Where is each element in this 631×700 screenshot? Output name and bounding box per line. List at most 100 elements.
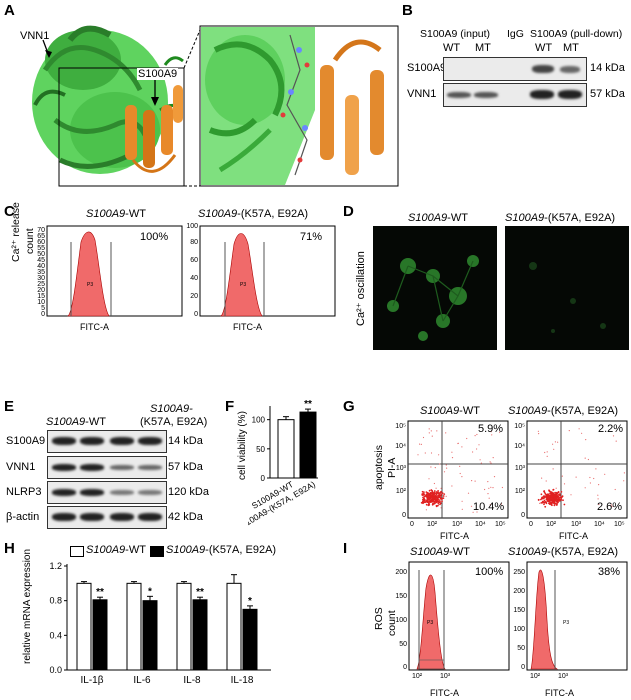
h-sig-label: * [248, 596, 252, 607]
c-title-2: S100A9-(K57A, E92A) [198, 208, 309, 220]
g-dot-plots: 0 10² 10³ 10⁴ 10⁵ 0 10² 10³ 10⁴ 10⁵ 0 10² 10³ 10⁴ 10… [395, 420, 628, 528]
g-top-right-1: 5.9% [478, 423, 504, 435]
h-y-tick-label: 1.2 [49, 561, 62, 571]
h-bar [176, 582, 192, 671]
i-xlabel-1: FITC-A [430, 688, 459, 698]
e-blot-s100a9 [47, 430, 167, 453]
e-row-label: VNN1 [6, 461, 36, 473]
f-ylabel: cell viability (%) [237, 411, 248, 480]
e-col-2-line-1: S100A9- [150, 403, 193, 415]
h-category-label: IL-1β [81, 675, 104, 686]
svg-text:10²: 10² [546, 521, 557, 528]
h-y-tick-label: 0.0 [49, 665, 62, 675]
svg-text:200: 200 [395, 569, 407, 576]
svg-text:10³: 10³ [452, 521, 463, 528]
d-title-2: S100A9-(K57A, E92A) [505, 212, 616, 224]
g-title-1: S100A9-WT [420, 405, 480, 417]
h-legend-mt: S100A9-(K57A, E92A) [166, 544, 277, 556]
svg-text:P3: P3 [563, 620, 569, 626]
svg-text:P3: P3 [427, 620, 433, 626]
f-bar [277, 419, 295, 479]
i-title-1: S100A9-WT [410, 546, 470, 558]
g-bottom-right-2: 2.6% [597, 501, 623, 513]
e-row-label: NLRP3 [6, 486, 42, 498]
b-lane-label: MT [475, 42, 491, 54]
svg-text:0: 0 [194, 311, 198, 318]
panel-label-d: D [343, 203, 354, 220]
svg-text:0: 0 [521, 512, 525, 519]
svg-text:P3: P3 [240, 282, 246, 288]
svg-text:200: 200 [513, 588, 525, 595]
d-ylabel: Ca²⁺ oscillation [355, 251, 367, 326]
e-row-label: S100A9 [6, 435, 46, 447]
panel-label-c: C [4, 203, 15, 220]
f-y-tick-label: 100 [252, 416, 266, 425]
b-group-pulldown: S100A9 (pull-down) [530, 28, 623, 40]
svg-text:100: 100 [513, 626, 525, 633]
svg-text:10⁵: 10⁵ [495, 521, 506, 528]
g-xlabel-1: FITC-A [440, 531, 469, 541]
h-bar [92, 599, 108, 671]
svg-text:60: 60 [37, 239, 45, 246]
h-category-label: IL-18 [231, 675, 254, 686]
h-bar [192, 599, 208, 671]
svg-text:45: 45 [37, 257, 45, 264]
svg-text:10³: 10³ [396, 465, 407, 472]
svg-text:20: 20 [190, 293, 198, 300]
svg-text:40: 40 [190, 275, 198, 282]
svg-text:0: 0 [410, 521, 414, 528]
h-bar [126, 582, 142, 671]
svg-text:10⁴: 10⁴ [594, 521, 605, 528]
svg-text:40: 40 [37, 263, 45, 270]
e-size-label: 57 kDa [168, 461, 203, 473]
h-sig-label: ** [96, 587, 104, 598]
f-y-tick-label: 0 [261, 474, 266, 483]
svg-text:10²: 10² [515, 488, 526, 495]
protein-structure-image [32, 25, 399, 187]
svg-text:0: 0 [521, 664, 525, 671]
svg-text:0: 0 [529, 521, 533, 528]
svg-text:65: 65 [37, 233, 45, 240]
svg-text:10²: 10² [412, 673, 423, 680]
panel-label-i: I [343, 540, 348, 557]
svg-text:10: 10 [37, 299, 45, 306]
b-lane-label: MT [563, 42, 579, 54]
g-ylabel-1: apoptosis [373, 445, 385, 490]
e-size-label: 14 kDa [168, 435, 203, 447]
h-bar [76, 582, 92, 671]
b-blot-s100a9 [443, 57, 587, 81]
h-bar [226, 582, 242, 671]
svg-text:0: 0 [41, 311, 45, 318]
svg-text:10²: 10² [396, 488, 407, 495]
svg-text:50: 50 [517, 645, 525, 652]
svg-text:30: 30 [37, 275, 45, 282]
i-percent-2: 38% [598, 566, 621, 578]
svg-text:P3: P3 [87, 282, 93, 288]
panel-label-b: B [402, 2, 413, 19]
svg-text:10²: 10² [530, 673, 541, 680]
d-title-1: S100A9-WT [408, 212, 468, 224]
h-category-label: IL-8 [183, 675, 201, 686]
g-title-2: S100A9-(K57A, E92A) [508, 405, 619, 417]
b-row-label: S100A9 [407, 62, 447, 74]
c-title-1: S100A9-WT [86, 208, 146, 220]
f-sig-label: ** [304, 399, 312, 410]
b-lane-label: WT [535, 42, 553, 54]
svg-text:25: 25 [37, 281, 45, 288]
h-category-label: IL-6 [133, 675, 151, 686]
e-blot-actin [47, 506, 167, 529]
f-y-tick-label: 50 [256, 445, 265, 454]
i-xlabel-2: FITC-A [545, 688, 574, 698]
svg-text:70: 70 [37, 227, 45, 234]
panel-label-g: G [343, 398, 355, 415]
b-row-label: VNN1 [407, 88, 437, 100]
svg-text:55: 55 [37, 245, 45, 252]
svg-text:150: 150 [395, 593, 407, 600]
e-size-label: 42 kDa [168, 511, 203, 523]
svg-text:20: 20 [37, 287, 45, 294]
svg-text:50: 50 [37, 251, 45, 258]
h-legend-swatch-wt [70, 546, 84, 557]
h-y-tick-label: 0.8 [49, 596, 62, 606]
b-size-label: 14 kDa [590, 62, 625, 74]
